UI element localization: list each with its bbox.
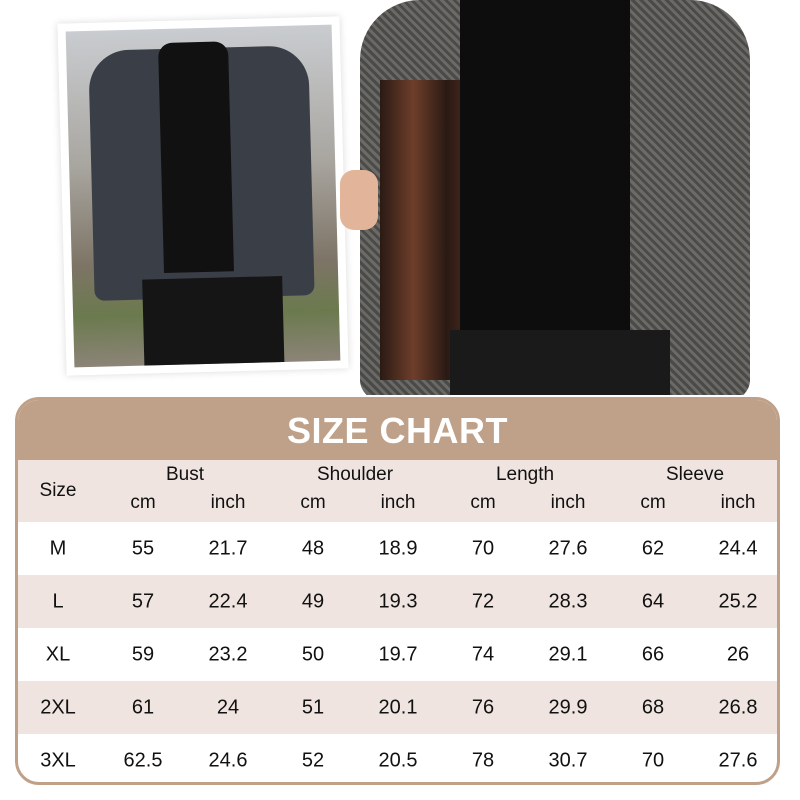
measure-cell: 21.7	[208, 537, 248, 559]
table-row: XL 59 23.2 50 19.7 74 29.1 66 26	[18, 628, 777, 681]
measure-cell: 30.7	[548, 749, 588, 771]
measure-cell: 25.2	[718, 590, 758, 612]
table-row: L 57 22.4 49 19.3 72 28.3 64 25.2	[18, 575, 777, 628]
measure-cell: 27.6	[548, 537, 588, 559]
measure-cell: 27.6	[718, 749, 758, 771]
measure-cell: 72	[471, 590, 495, 612]
model-photo-inset	[57, 16, 349, 376]
measure-cell: 23.2	[208, 643, 248, 665]
sweater-image	[157, 41, 234, 274]
measure-cell: 29.1	[548, 643, 588, 665]
measure-cell: 62	[641, 537, 665, 559]
unit-header: cm	[640, 492, 666, 513]
measure-cell: 48	[301, 537, 325, 559]
unit-header: cm	[470, 492, 496, 513]
measure-cell: 49	[301, 590, 325, 612]
measure-cell: 76	[471, 696, 495, 718]
measure-cell: 74	[471, 643, 495, 665]
size-chart: SIZE CHART Size Bust Shoulder Length Sle…	[15, 397, 780, 785]
measure-cell: 20.1	[378, 696, 418, 718]
bust-header: Bust	[165, 464, 205, 485]
length-header: Length	[495, 464, 555, 485]
measure-cell: 78	[471, 749, 495, 771]
size-cell: XL	[45, 643, 71, 665]
measure-cell: 29.9	[548, 696, 588, 718]
measure-cell: 64	[641, 590, 665, 612]
measure-cell: 57	[131, 590, 155, 612]
measure-cell: 51	[301, 696, 325, 718]
measure-cell: 24.4	[718, 537, 758, 559]
measure-cell: 55	[131, 537, 155, 559]
measure-cell: 24	[216, 696, 240, 718]
size-cell: L	[52, 590, 64, 612]
measure-cell: 18.9	[378, 537, 418, 559]
size-header: Size	[39, 480, 77, 501]
measure-cell: 19.3	[378, 590, 418, 612]
shoulder-header: Shoulder	[316, 464, 394, 485]
unit-header: inch	[210, 492, 246, 513]
measure-cell: 70	[641, 749, 665, 771]
measure-cell: 61	[131, 696, 155, 718]
unit-header: cm	[130, 492, 156, 513]
measure-cell: 62.5	[123, 749, 163, 771]
unit-header: inch	[380, 492, 416, 513]
measure-cell: 66	[641, 643, 665, 665]
measure-cell: 28.3	[548, 590, 588, 612]
unit-header: inch	[720, 492, 756, 513]
measure-cell: 50	[301, 643, 325, 665]
table-header: Size Bust Shoulder Length Sleeve cm inch…	[18, 460, 777, 522]
sleeve-header: Sleeve	[665, 464, 725, 485]
size-chart-title: SIZE CHART	[18, 400, 777, 460]
table-row: 3XL 62.5 24.6 52 20.5 78 30.7 70 27.6	[18, 734, 777, 782]
measure-cell: 19.7	[378, 643, 418, 665]
measure-cell: 59	[131, 643, 155, 665]
size-cell: M	[49, 537, 67, 559]
size-cell: 2XL	[40, 696, 76, 718]
measure-cell: 26	[726, 643, 750, 665]
measure-cell: 20.5	[378, 749, 418, 771]
unit-header: inch	[550, 492, 586, 513]
unit-header: cm	[300, 492, 326, 513]
measure-cell: 68	[641, 696, 665, 718]
jacket-closeup-photo	[340, 0, 750, 395]
pants-image	[142, 275, 285, 368]
table-row: M 55 21.7 48 18.9 70 27.6 62 24.4	[18, 522, 777, 575]
measure-cell: 26.8	[718, 696, 758, 718]
size-cell: 3XL	[40, 749, 76, 771]
measure-cell: 22.4	[208, 590, 248, 612]
measure-cell: 24.6	[208, 749, 248, 771]
table-row: 2XL 61 24 51 20.1 76 29.9 68 26.8	[18, 681, 777, 734]
measure-cell: 52	[301, 749, 325, 771]
measure-cell: 70	[471, 537, 495, 559]
